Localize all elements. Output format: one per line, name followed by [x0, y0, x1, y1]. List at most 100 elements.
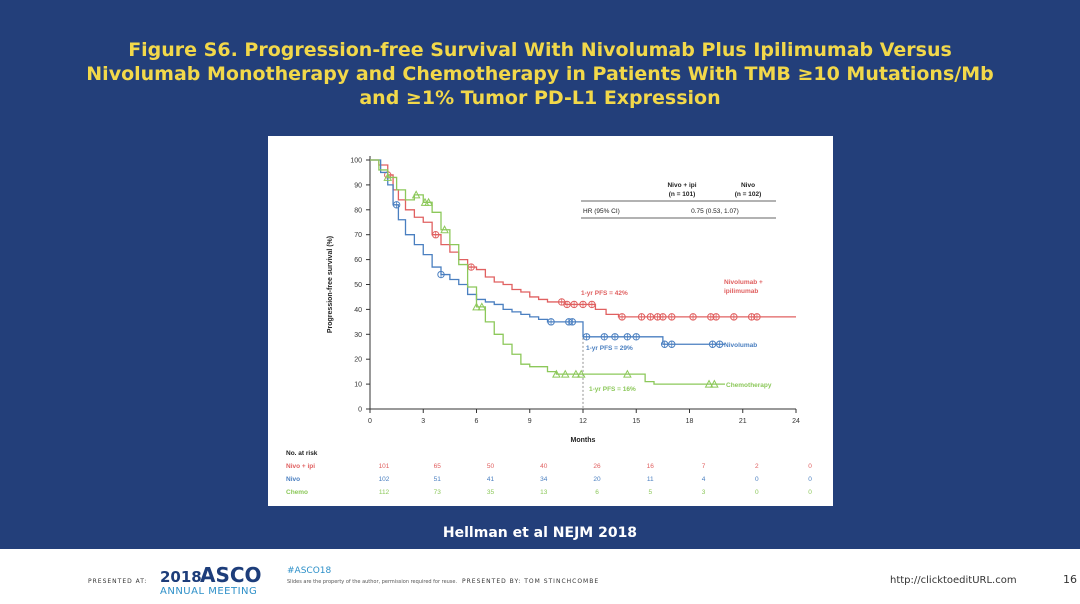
censor-mark-chemo — [571, 369, 581, 378]
x-axis-title: Months — [571, 437, 596, 444]
censor-mark-chemo — [383, 172, 393, 181]
risk-value: 20 — [593, 476, 601, 483]
risk-value: 13 — [540, 489, 548, 496]
censor-mark-chemo — [623, 369, 632, 378]
y-tick-label: 20 — [354, 357, 362, 364]
hr-row-value: 0.75 (0.53, 1.07) — [691, 208, 739, 215]
x-tick-label: 18 — [686, 418, 694, 425]
risk-value: 16 — [647, 463, 655, 470]
series-label-nivo-ipi: ipilimumab — [724, 288, 758, 295]
hr-header-nivo-ipi: Nivo + ipi — [667, 182, 696, 189]
y-tick-label: 100 — [350, 158, 362, 165]
title-line-3: and ≥1% Tumor PD-L1 Expression — [359, 87, 721, 109]
risk-value: 73 — [434, 489, 442, 496]
risk-value: 0 — [755, 489, 759, 496]
risk-value: 0 — [808, 489, 812, 496]
pfs-label: 1-yr PFS = 29% — [586, 345, 633, 352]
x-tick-label: 9 — [528, 418, 532, 425]
censor-mark-chemo — [710, 379, 719, 388]
risk-value: 0 — [808, 463, 812, 470]
risk-value: 6 — [595, 489, 599, 496]
censor-mark-chemo — [560, 369, 570, 378]
risk-row-label: Nivo + ipi — [286, 463, 315, 470]
risk-value: 7 — [702, 463, 706, 470]
risk-row-label: Nivo — [286, 476, 300, 483]
series-label-nivo: Nivolumab — [724, 342, 757, 349]
risk-value: 51 — [434, 476, 442, 483]
censor-mark-chemo — [440, 225, 449, 234]
y-tick-label: 50 — [354, 282, 362, 289]
km-curve-chemo — [370, 159, 725, 385]
censor-mark-chemo — [704, 379, 714, 388]
censor-mark-chemo — [576, 369, 586, 378]
censor-mark-chemo — [424, 197, 433, 206]
risk-value: 101 — [379, 463, 390, 470]
pfs-label: 1-yr PFS = 16% — [589, 386, 636, 393]
risk-value: 11 — [647, 476, 654, 483]
censor-mark-chemo — [411, 190, 421, 199]
x-tick-label: 15 — [632, 418, 640, 425]
hashtag: #ASCO18 — [287, 566, 332, 576]
risk-value: 2 — [755, 463, 759, 470]
risk-value: 5 — [648, 489, 652, 496]
title-line-1: Figure S6. Progression-free Survival Wit… — [128, 39, 952, 61]
footer-bar: PRESENTED AT: 2018 ASCO ANNUAL MEETING #… — [0, 549, 1080, 604]
figure-panel: 0 10 20 30 40 50 60 70 80 90 100 0 3 6 9 12 15 18 21 24 Mont… — [268, 136, 833, 506]
x-tick-label: 24 — [792, 418, 800, 425]
asco-year: 2018 — [160, 568, 202, 586]
risk-value: 3 — [702, 489, 706, 496]
pfs-label: 1-yr PFS = 42% — [581, 290, 628, 297]
footer-url[interactable]: http://clicktoeditURL.com — [890, 575, 1017, 586]
risk-value: 41 — [487, 476, 495, 483]
x-tick-label: 21 — [739, 418, 747, 425]
risk-value: 102 — [379, 476, 390, 483]
km-curve-nivo-ipi — [370, 159, 796, 318]
hr-header-nivo: Nivo — [741, 182, 755, 189]
citation: Hellman et al NEJM 2018 — [442, 525, 638, 541]
disclaimer: Slides are the property of the author, p… — [287, 579, 458, 585]
x-tick-label: 3 — [421, 418, 425, 425]
x-tick-label: 0 — [368, 418, 372, 425]
hr-subheader-nivo-ipi: (n = 101) — [669, 191, 696, 198]
y-tick-label: 60 — [354, 257, 362, 264]
title-line-2: Nivolumab Monotherapy and Chemotherapy i… — [86, 63, 994, 85]
risk-value: 65 — [434, 463, 442, 470]
series-label-chemo: Chemotherapy — [726, 382, 772, 389]
presented-by: PRESENTED BY: TOM STINCHCOMBE — [462, 578, 600, 585]
risk-value: 50 — [487, 463, 495, 470]
censor-mark-chemo — [472, 302, 481, 311]
risk-value: 35 — [487, 489, 495, 496]
risk-row-label: Chemo — [286, 489, 308, 496]
y-tick-label: 80 — [354, 207, 362, 214]
y-tick-label: 70 — [354, 232, 362, 239]
y-axis-title: Progression-free survival (%) — [327, 236, 334, 333]
asco-logo: ASCO — [200, 563, 262, 587]
censor-mark-chemo — [552, 369, 561, 378]
censor-mark-chemo — [477, 302, 487, 311]
x-tick-label: 6 — [475, 418, 479, 425]
hr-subheader-nivo: (n = 102) — [735, 191, 762, 198]
y-tick-label: 40 — [354, 307, 362, 314]
risk-value: 34 — [540, 476, 548, 483]
series-label-nivo-ipi: Nivolumab + — [724, 279, 763, 286]
hr-row-label: HR (95% CI) — [583, 208, 620, 215]
y-tick-label: 0 — [358, 407, 362, 414]
y-tick-label: 30 — [354, 332, 362, 339]
risk-value: 0 — [755, 476, 759, 483]
km-curve-nivo — [370, 159, 725, 345]
slide-title: Figure S6. Progression-free Survival Wit… — [40, 38, 1040, 110]
risk-value: 4 — [702, 476, 706, 483]
y-tick-label: 90 — [354, 182, 362, 189]
risk-table-title: No. at risk — [286, 450, 318, 457]
risk-value: 112 — [379, 489, 390, 496]
risk-value: 0 — [808, 476, 812, 483]
risk-value: 26 — [593, 463, 601, 470]
y-tick-label: 10 — [354, 382, 362, 389]
censor-mark-nivo — [392, 201, 401, 209]
risk-value: 40 — [540, 463, 548, 470]
slide-number: 16 — [1063, 573, 1077, 586]
asco-annual-meeting: ANNUAL MEETING — [160, 586, 258, 597]
presented-at-label: PRESENTED AT: — [88, 578, 148, 585]
x-tick-label: 12 — [579, 418, 587, 425]
